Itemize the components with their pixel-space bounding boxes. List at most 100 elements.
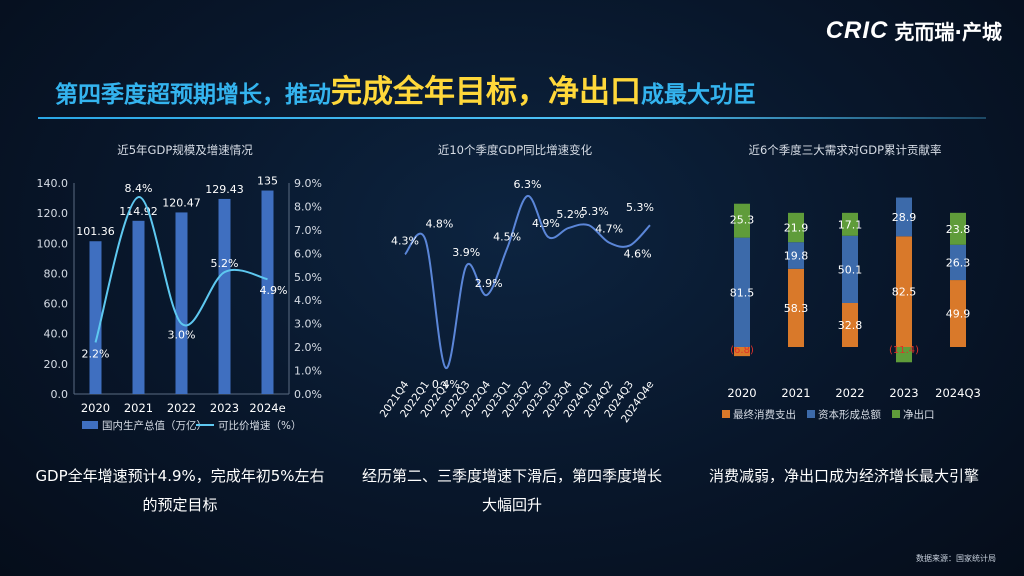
chart2-point-label: 0.4%: [432, 378, 460, 391]
chart2-point-label: 4.3%: [391, 234, 419, 247]
chart1-bar-label: 129.43: [205, 183, 244, 196]
chart1-ytick: 40.0: [44, 328, 69, 341]
chart1-xtick: 2023: [210, 401, 239, 415]
chart1-y2tick: 0.0%: [294, 388, 322, 401]
chart3-segment: [950, 212, 966, 245]
caption-2: 经历第二、三季度增速下滑后，第四季度增长大幅回升: [362, 467, 663, 514]
chart3-segment-label: 32.8: [838, 319, 863, 332]
chart3-negative-label: (6.8): [730, 345, 754, 356]
chart1-xtick: 2024e: [249, 401, 285, 415]
chart1-growth-label: 4.9%: [260, 284, 288, 297]
chart3-segment-label: 26.3: [946, 256, 971, 269]
chart1-ytick: 0.0: [51, 388, 69, 401]
chart3-segment: [842, 212, 858, 236]
chart1-y2tick: 2.0%: [294, 341, 322, 354]
chart1-bar: [132, 220, 145, 394]
chart1-legend-bar-label: 国内生产总值（万亿）: [102, 419, 207, 432]
chart2-point-label: 5.3%: [626, 201, 654, 214]
chart2-point-label: 6.3%: [514, 178, 542, 191]
chart2-point-label: 3.9%: [452, 246, 480, 259]
chart3-segment: [950, 244, 966, 281]
chart3-segment-label: 49.9: [946, 308, 971, 321]
chart1-y2tick: 6.0%: [294, 247, 322, 260]
chart3-segment-label: 82.5: [892, 286, 917, 299]
chart2-point-label: 4.8%: [425, 218, 453, 231]
chart1-ytick: 120.0: [37, 207, 69, 220]
chart3-segment: [788, 212, 804, 243]
chart3-legend-label: 最终消费支出: [733, 408, 796, 421]
chart1-ytick: 140.0: [37, 177, 69, 190]
brand-logo: CRIC: [825, 16, 889, 44]
chart1-y2tick: 3.0%: [294, 318, 322, 331]
chart3-segment: [950, 280, 966, 347]
chart1-growth-label: 8.4%: [125, 182, 153, 195]
chart3-segment: [734, 203, 750, 238]
chart3-segment-label: 81.5: [730, 286, 755, 299]
chart3-segment: [788, 242, 804, 269]
brand-name: 克而瑞·产城: [894, 20, 1002, 44]
chart1-title: 近5年GDP规模及增速情况: [117, 143, 253, 157]
chart1-y2tick: 4.0%: [294, 294, 322, 307]
title-part2: 完成全年目标，净出口: [331, 74, 641, 110]
page-title: 第四季度超预期增长，推动完成全年目标，净出口成最大功臣: [55, 66, 756, 111]
chart1-legend-line-label: 可比价增速（%）: [218, 419, 301, 432]
chart3-segment-label: 50.1: [838, 263, 863, 276]
chart3-title: 近6个季度三大需求对GDP累计贡献率: [748, 143, 942, 157]
chart1-legend-bar-swatch: [82, 421, 98, 429]
chart1-y2tick: 5.0%: [294, 271, 322, 284]
chart3-xtick: 2022: [835, 386, 864, 400]
chart3-legend-label: 资本形成总额: [818, 408, 881, 421]
chart3-xtick: 2021: [781, 386, 810, 400]
chart3-xtick: 2020: [727, 386, 756, 400]
chart1-bar: [89, 241, 102, 394]
chart3-segment-label: 25.3: [730, 214, 755, 227]
chart3-segment-label: 19.8: [784, 249, 809, 262]
title-underline: [38, 117, 986, 119]
title-part3: 成最大功臣: [641, 82, 756, 108]
title-part1: 第四季度超预期增长，推动: [55, 82, 331, 108]
chart2-title: 近10个季度GDP同比增速变化: [437, 143, 593, 157]
chart1-bar-label: 114.92: [119, 205, 158, 218]
chart2-point-label: 4.6%: [624, 248, 652, 261]
chart3-segment: [896, 197, 912, 237]
chart3-segment: [896, 236, 912, 347]
chart1-xtick: 2020: [81, 401, 110, 415]
chart1-growth-line: [94, 196, 268, 343]
chart3-segment-negative: [734, 347, 750, 357]
chart3-segment: [842, 302, 858, 347]
chart3-legend-swatch: [892, 410, 900, 418]
chart2-point-label: 2.9%: [475, 277, 503, 290]
caption-3: 消费减弱，净出口成为经济增长最大引擎: [708, 467, 979, 485]
chart2-growth-line: [404, 195, 651, 370]
chart3-xtick: 2023: [889, 386, 918, 400]
chart3-xtick: 2024Q3: [935, 386, 981, 400]
chart1-y2tick: 8.0%: [294, 200, 322, 213]
chart2-point-label: 5.3%: [581, 205, 609, 218]
chart2-point-label: 4.9%: [532, 217, 560, 230]
chart1-bar: [175, 212, 188, 394]
chart3-segment-label: 28.9: [892, 211, 917, 224]
chart1-y2tick: 1.0%: [294, 365, 322, 378]
chart3-segment: [842, 235, 858, 303]
chart3-segment-label: 58.3: [784, 302, 809, 315]
chart1-growth-label: 3.0%: [168, 329, 196, 342]
chart3-segment-negative: [896, 347, 912, 363]
chart1-ytick: 60.0: [44, 298, 69, 311]
data-source: 数据来源：国家统计局: [916, 554, 996, 563]
chart3-legend-swatch: [722, 410, 730, 418]
chart1-y2tick: 9.0%: [294, 177, 322, 190]
chart1-ytick: 100.0: [37, 237, 69, 250]
chart1-growth-label: 2.2%: [82, 347, 110, 360]
chart1-ytick: 20.0: [44, 358, 69, 371]
chart1-bar: [218, 198, 231, 394]
chart2-point-label: 4.5%: [493, 230, 521, 243]
chart1-bar-label: 135: [257, 175, 278, 188]
caption-1: GDP全年增速预计4.9%，完成年初5%左右的预定目标: [35, 467, 325, 514]
brand: CRIC 克而瑞·产城: [826, 16, 1002, 45]
chart3-segment-label: 21.9: [784, 222, 809, 235]
chart3-legend-label: 净出口: [903, 408, 935, 421]
chart3-segment: [788, 268, 804, 347]
chart3-segment-label: 23.8: [946, 223, 971, 236]
chart1-y2tick: 7.0%: [294, 224, 322, 237]
